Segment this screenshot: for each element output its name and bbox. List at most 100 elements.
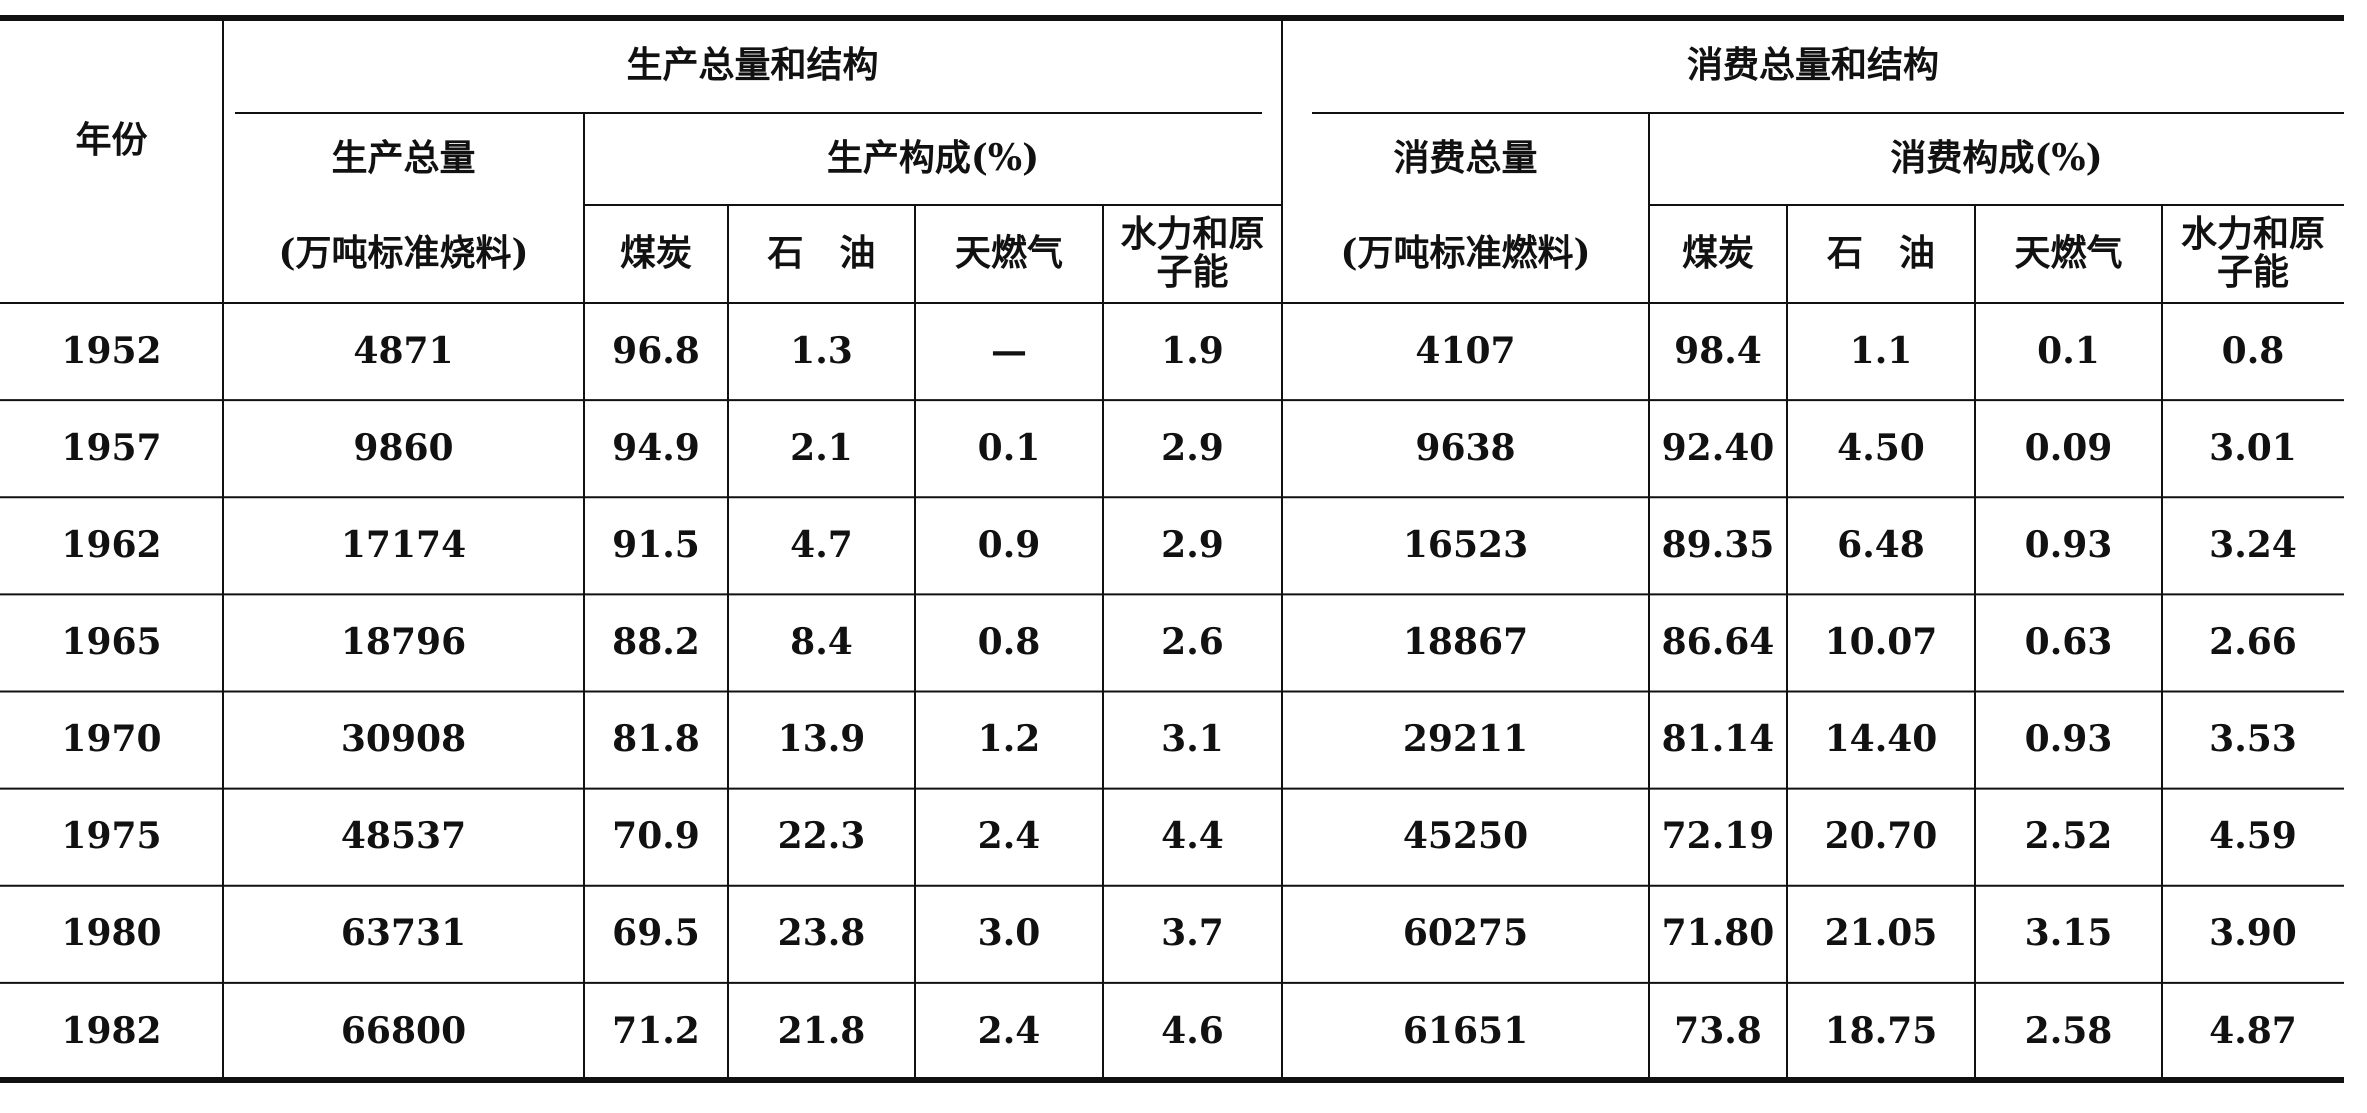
header-group: 消费总量和结构 [1686, 43, 1939, 86]
value-cell: 1.9 [1161, 329, 1224, 372]
header-column: 水力和原子能 [2180, 213, 2325, 293]
value-cell: 72.19 [1661, 815, 1775, 858]
value-cell: 0.8 [2221, 329, 2285, 372]
value-cell: 3.01 [2209, 426, 2297, 469]
value-cell: 86.64 [1661, 621, 1775, 664]
value-cell: 66800 [340, 1009, 467, 1052]
value-cell: 10.07 [1824, 621, 1938, 664]
header-column: 天燃气 [954, 232, 1063, 275]
header-mix: 生产构成(%) [826, 137, 1040, 180]
value-cell: 48537 [340, 815, 467, 858]
value-cell: 3.24 [2209, 523, 2297, 566]
value-cell: 81.14 [1661, 718, 1775, 761]
header-mix: 消费构成(%) [1890, 137, 2103, 180]
year-cell: 1965 [61, 621, 162, 664]
value-cell: 0.1 [2037, 329, 2100, 372]
value-cell: 4871 [353, 329, 454, 372]
value-cell: 88.2 [612, 621, 700, 664]
value-cell: 2.9 [1161, 523, 1224, 566]
value-cell: 17174 [340, 523, 467, 566]
value-cell: 2.9 [1161, 426, 1224, 469]
header-column: 煤炭 [619, 232, 692, 275]
value-cell: 1.3 [790, 329, 853, 372]
value-cell: 3.15 [2024, 912, 2113, 955]
value-cell: 94.9 [612, 426, 700, 469]
value-cell: 4.87 [2209, 1009, 2297, 1052]
value-cell: 0.93 [2024, 718, 2113, 761]
header-column: 天燃气 [2014, 232, 2123, 275]
value-cell: 22.3 [777, 815, 866, 858]
value-cell: 0.09 [2024, 426, 2113, 469]
value-cell: 13.9 [777, 718, 866, 761]
value-cell: 45250 [1402, 815, 1529, 858]
value-cell: 2.6 [1161, 621, 1224, 664]
value-cell: 4.6 [1161, 1009, 1224, 1052]
year-cell: 1970 [61, 718, 162, 761]
value-cell: 71.2 [612, 1009, 700, 1052]
value-cell: 3.7 [1161, 912, 1224, 955]
value-cell: 0.1 [977, 426, 1041, 469]
value-cell: 61651 [1402, 1009, 1529, 1052]
value-cell: 23.8 [777, 912, 866, 955]
value-cell: 91.5 [612, 523, 700, 566]
value-cell: 69.5 [612, 912, 700, 955]
value-cell: 2.52 [2024, 815, 2113, 858]
value-cell: 73.8 [1674, 1009, 1762, 1052]
value-cell: 70.9 [612, 815, 700, 858]
header-column: 石 油 [1826, 232, 1935, 275]
header-total: 消费总量 [1393, 137, 1538, 180]
value-cell: 2.4 [977, 815, 1041, 858]
year-cell: 1975 [61, 815, 162, 858]
year-cell: 1982 [61, 1009, 162, 1052]
value-cell: 1.1 [1849, 329, 1913, 372]
value-cell: 29211 [1402, 718, 1529, 761]
header-total: 生产总量 [331, 137, 476, 180]
value-cell: 18796 [340, 621, 467, 664]
value-cell: 89.35 [1661, 523, 1775, 566]
year-cell: 1952 [61, 329, 162, 372]
value-cell: 18867 [1402, 621, 1529, 664]
value-cell: 4.59 [2209, 815, 2297, 858]
value-cell: — [991, 329, 1027, 372]
value-cell: 4107 [1415, 329, 1516, 372]
value-cell: 71.80 [1661, 912, 1775, 955]
value-cell: 3.1 [1161, 718, 1224, 761]
value-cell: 14.40 [1824, 718, 1938, 761]
value-cell: 16523 [1402, 523, 1529, 566]
value-cell: 3.0 [977, 912, 1041, 955]
header-year: 年份 [75, 118, 148, 161]
value-cell: 2.1 [790, 426, 853, 469]
year-cell: 1962 [61, 523, 162, 566]
value-cell: 9860 [353, 426, 454, 469]
year-cell: 1980 [61, 912, 162, 955]
value-cell: 0.9 [977, 523, 1041, 566]
header-column: 煤炭 [1681, 232, 1754, 275]
value-cell: 1.2 [977, 718, 1041, 761]
value-cell: 21.8 [777, 1009, 866, 1052]
value-cell: 20.70 [1824, 815, 1938, 858]
value-cell: 0.8 [977, 621, 1041, 664]
value-cell: 2.58 [2024, 1009, 2113, 1052]
header-column: 水力和原子能 [1120, 213, 1265, 293]
year-cell: 1957 [61, 426, 162, 469]
value-cell: 4.4 [1161, 815, 1224, 858]
value-cell: 0.63 [2024, 621, 2113, 664]
value-cell: 3.53 [2209, 718, 2297, 761]
value-cell: 98.4 [1674, 329, 1762, 372]
value-cell: 60275 [1402, 912, 1529, 955]
header-unit: (万吨标准燃料) [1340, 232, 1591, 275]
value-cell: 4.50 [1837, 426, 1925, 469]
header-unit: (万吨标准烧料) [278, 232, 529, 275]
header-group: 生产总量和结构 [626, 43, 879, 86]
value-cell: 6.48 [1837, 523, 1925, 566]
value-cell: 2.66 [2209, 621, 2297, 664]
value-cell: 18.75 [1824, 1009, 1938, 1052]
value-cell: 2.4 [977, 1009, 1041, 1052]
value-cell: 4.7 [790, 523, 853, 566]
header-column: 石 油 [767, 232, 876, 275]
value-cell: 30908 [340, 718, 467, 761]
value-cell: 0.93 [2024, 523, 2113, 566]
value-cell: 81.8 [612, 718, 700, 761]
